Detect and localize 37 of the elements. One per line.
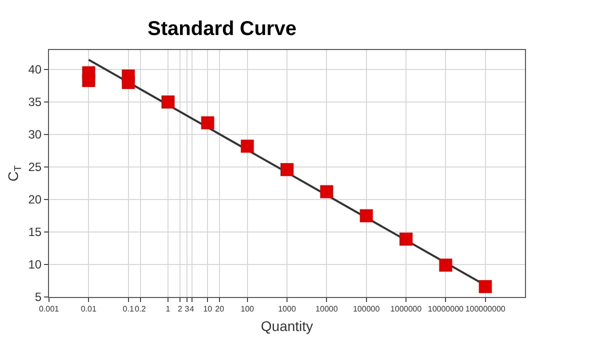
x-tick-label: 1000000 bbox=[390, 304, 422, 314]
point bbox=[478, 280, 492, 294]
x-tick-label: 0.1 bbox=[122, 304, 134, 314]
y-tick-label: 35 bbox=[28, 95, 42, 110]
point bbox=[280, 163, 294, 176]
x-axis-title: Quantity bbox=[260, 318, 314, 334]
x-tick-label: 0.2 bbox=[134, 304, 146, 314]
point bbox=[162, 96, 174, 108]
x-tick-label: 20 bbox=[215, 304, 225, 314]
point bbox=[320, 185, 334, 198]
x-tick-label: 100000000 bbox=[465, 304, 506, 314]
point bbox=[240, 140, 254, 153]
x-tick-label: 0.01 bbox=[80, 304, 97, 314]
x-tick-label: 1 bbox=[166, 304, 171, 314]
x-tick-label: 4 bbox=[190, 304, 195, 314]
x-tick-label: 10000 bbox=[316, 304, 338, 314]
point bbox=[201, 116, 214, 130]
point bbox=[122, 70, 135, 82]
x-tick-label: 100 bbox=[240, 304, 255, 314]
point bbox=[439, 258, 452, 272]
point bbox=[360, 209, 373, 222]
y-tick-label: 10 bbox=[28, 258, 42, 272]
x-tick-label: 2 bbox=[178, 304, 183, 314]
y-tick-label: 20 bbox=[28, 192, 42, 207]
x-tick-label: 1000 bbox=[278, 304, 296, 314]
x-tick-label: 10000000 bbox=[428, 304, 464, 314]
chart-title: Standard Curve bbox=[148, 18, 296, 40]
y-tick-label: 40 bbox=[28, 62, 42, 77]
y-tick-label: 30 bbox=[28, 128, 42, 142]
point bbox=[400, 232, 412, 246]
x-tick-label: 10 bbox=[203, 304, 213, 314]
y-tick-label: 15 bbox=[28, 225, 42, 240]
y-tick-label: 5 bbox=[34, 290, 42, 304]
x-tick-label: 0.001 bbox=[38, 304, 60, 314]
y-tick-label: 25 bbox=[28, 160, 42, 174]
x-tick-label: 100000 bbox=[352, 304, 380, 314]
x-tick-label: 3 bbox=[184, 304, 190, 314]
